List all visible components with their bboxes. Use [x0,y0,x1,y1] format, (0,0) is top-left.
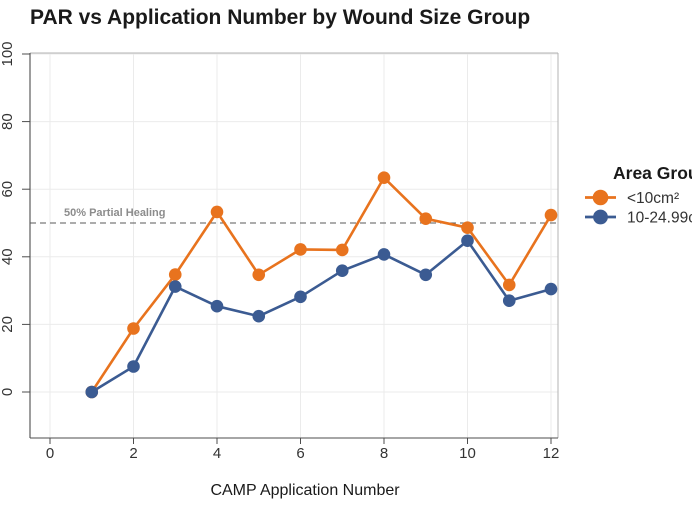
svg-text:60: 60 [0,181,16,198]
svg-text:0: 0 [0,388,16,396]
svg-text:CAMP Application Number: CAMP Application Number [210,482,400,499]
svg-text:40: 40 [0,248,16,265]
svg-text:80: 80 [0,113,16,130]
svg-text:0: 0 [46,445,54,462]
svg-text:8: 8 [380,445,388,462]
svg-text:PAR vs Application Number by W: PAR vs Application Number by Wound Size … [30,6,530,29]
svg-text:Area Group: Area Group [613,163,692,183]
svg-text:6: 6 [296,445,304,462]
svg-text:12: 12 [543,445,560,462]
svg-text:50% Partial Healing: 50% Partial Healing [64,207,166,219]
svg-text:10: 10 [459,445,476,462]
svg-text:10-24.99cm²: 10-24.99cm² [627,210,692,227]
svg-text:100: 100 [0,41,16,66]
svg-text:<10cm²: <10cm² [627,190,679,207]
svg-text:4: 4 [213,445,221,462]
svg-text:2: 2 [129,445,137,462]
svg-text:20: 20 [0,316,16,333]
